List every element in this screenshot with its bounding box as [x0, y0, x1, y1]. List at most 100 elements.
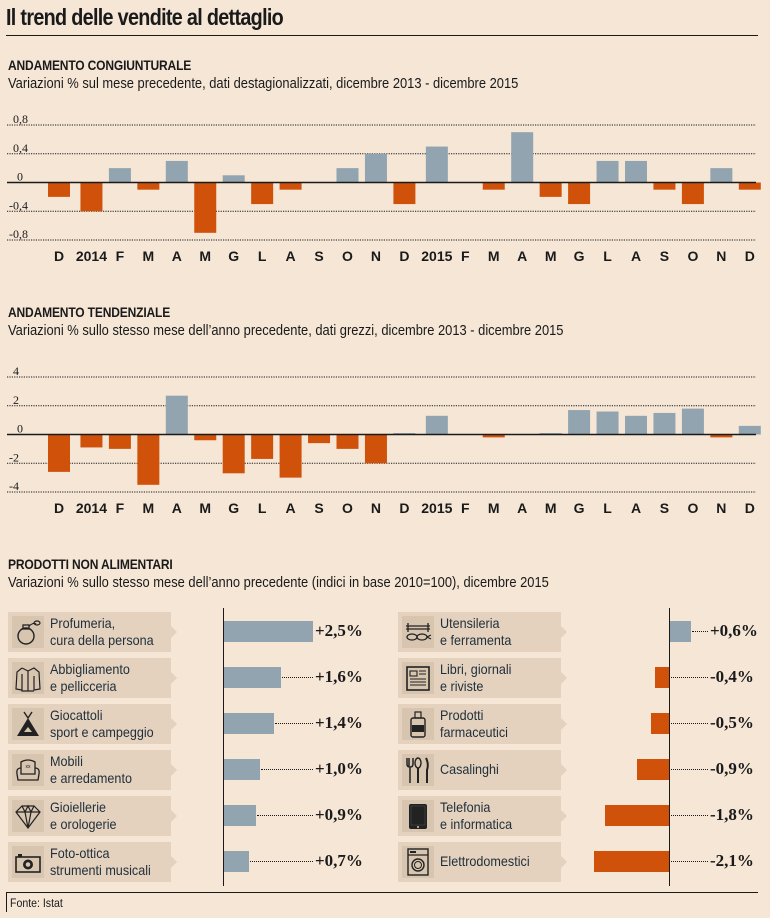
bar — [710, 168, 733, 183]
x-tick-label: M — [545, 248, 557, 264]
bar — [596, 411, 619, 435]
leader-line — [671, 677, 708, 678]
product-label: Gioiellerie e orologerie — [50, 799, 117, 833]
product-label-box: Telefonia e informatica — [398, 796, 567, 836]
x-tick-label: G — [228, 248, 239, 264]
tent-icon — [12, 708, 44, 740]
leader-line — [671, 815, 708, 816]
product-label-line2: e ferramenta — [440, 632, 512, 648]
y-tick-label: 0,8 — [13, 112, 28, 126]
x-tick-label: 2014 — [76, 500, 107, 516]
product-label-box: Utensileria e ferramenta — [398, 612, 567, 652]
x-tick-label: 2015 — [421, 500, 452, 516]
product-bar — [224, 713, 274, 734]
bar — [251, 182, 274, 205]
product-label-line2: cura della persona — [50, 632, 154, 648]
x-tick-label: M — [199, 248, 211, 264]
x-tick-label: L — [258, 500, 267, 516]
x-tick-label: N — [371, 248, 381, 264]
product-bar — [651, 713, 669, 734]
x-tick-label: F — [461, 500, 470, 516]
bar — [482, 182, 505, 190]
product-value: +2,5% — [315, 621, 363, 640]
leader-line — [260, 769, 313, 770]
product-label: Foto-ottica strumenti musicali — [50, 845, 151, 879]
product-value: -0,5% — [710, 713, 754, 732]
product-label-line1: Mobili — [50, 753, 83, 769]
bar — [137, 182, 160, 190]
bar — [425, 146, 448, 183]
tools-icon — [402, 616, 434, 648]
y-tick-label: -0,8 — [9, 227, 28, 241]
x-tick-label: S — [314, 500, 323, 516]
product-label-line1: Telefonia — [440, 799, 491, 815]
product-label: Profumeria, cura della persona — [50, 615, 154, 649]
bar — [80, 434, 103, 448]
product-label-line1: Giocattoli — [50, 707, 103, 723]
bar — [653, 182, 676, 190]
product-value: +1,4% — [315, 713, 363, 732]
product-bar — [224, 851, 249, 872]
y-tick-label: 0,4 — [13, 141, 28, 155]
bar — [596, 160, 619, 183]
bar — [194, 182, 217, 233]
footer-divider — [6, 892, 758, 893]
y-tick-label: 4 — [13, 364, 19, 378]
svg-text:xx: xx — [26, 764, 32, 770]
product-row: Libri, giornali e riviste -0,4% — [398, 658, 758, 698]
x-tick-label: M — [143, 500, 155, 516]
bar — [738, 425, 761, 435]
product-label-box: Giocattoli sport e campeggio — [8, 704, 177, 744]
bar — [48, 182, 70, 197]
product-label-line1: Casalinghi — [440, 761, 499, 777]
diamond-icon — [12, 800, 44, 832]
newspaper-icon — [402, 662, 434, 694]
product-label-box: Abbigliamento e pellicceria — [8, 658, 177, 698]
leader-line — [671, 769, 708, 770]
product-label-box: Prodotti farmaceutici — [398, 704, 567, 744]
bar — [80, 182, 103, 212]
left-zero-axis — [223, 608, 224, 886]
leader-line — [692, 631, 708, 632]
product-row: Casalinghi -0,9% — [398, 750, 758, 790]
x-tick-label: A — [517, 500, 527, 516]
cutlery-icon — [402, 754, 434, 786]
bar — [222, 434, 245, 474]
product-row: Elettrodomestici -2,1% — [398, 842, 758, 882]
product-label: Prodotti farmaceutici — [440, 707, 508, 741]
y-tick-label: 0 — [17, 422, 23, 436]
x-tick-label: D — [399, 500, 409, 516]
product-row: Gioiellerie e orologerie +0,9% — [8, 796, 363, 836]
x-tick-label: A — [631, 500, 641, 516]
bar — [194, 434, 217, 441]
leader-line — [249, 861, 313, 862]
y-tick-label: 2 — [13, 393, 19, 407]
bar — [681, 182, 704, 205]
congiunturale-heading: ANDAMENTO CONGIUNTURALE — [8, 57, 192, 73]
product-row: Foto-ottica strumenti musicali +0,7% — [8, 842, 363, 882]
x-tick-label: A — [172, 248, 182, 264]
product-row: Profumeria, cura della persona +2,5% — [8, 612, 363, 652]
bar — [393, 182, 416, 205]
leader-line — [671, 861, 708, 862]
product-label-box: Gioiellerie e orologerie — [8, 796, 177, 836]
product-label-box: Profumeria, cura della persona — [8, 612, 177, 652]
bar — [625, 415, 647, 435]
product-label-line2: e orologerie — [50, 816, 117, 832]
product-label: Casalinghi — [440, 761, 499, 778]
product-label-line1: Foto-ottica — [50, 845, 110, 861]
camera-icon — [12, 846, 44, 878]
product-label-line1: Utensileria — [440, 615, 500, 631]
product-label-box: Casalinghi — [398, 750, 567, 790]
bar — [279, 182, 302, 190]
x-tick-label: A — [286, 248, 296, 264]
product-bar — [654, 667, 669, 688]
bar — [108, 434, 131, 449]
product-label-line1: Prodotti — [440, 707, 484, 723]
y-tick-label: -2 — [9, 450, 19, 464]
product-bar — [670, 621, 692, 642]
x-tick-label: D — [745, 500, 755, 516]
product-row: Telefonia e informatica -1,8% — [398, 796, 758, 836]
bar — [482, 434, 505, 438]
page-title: Il trend delle vendite al dettaglio — [6, 4, 284, 30]
